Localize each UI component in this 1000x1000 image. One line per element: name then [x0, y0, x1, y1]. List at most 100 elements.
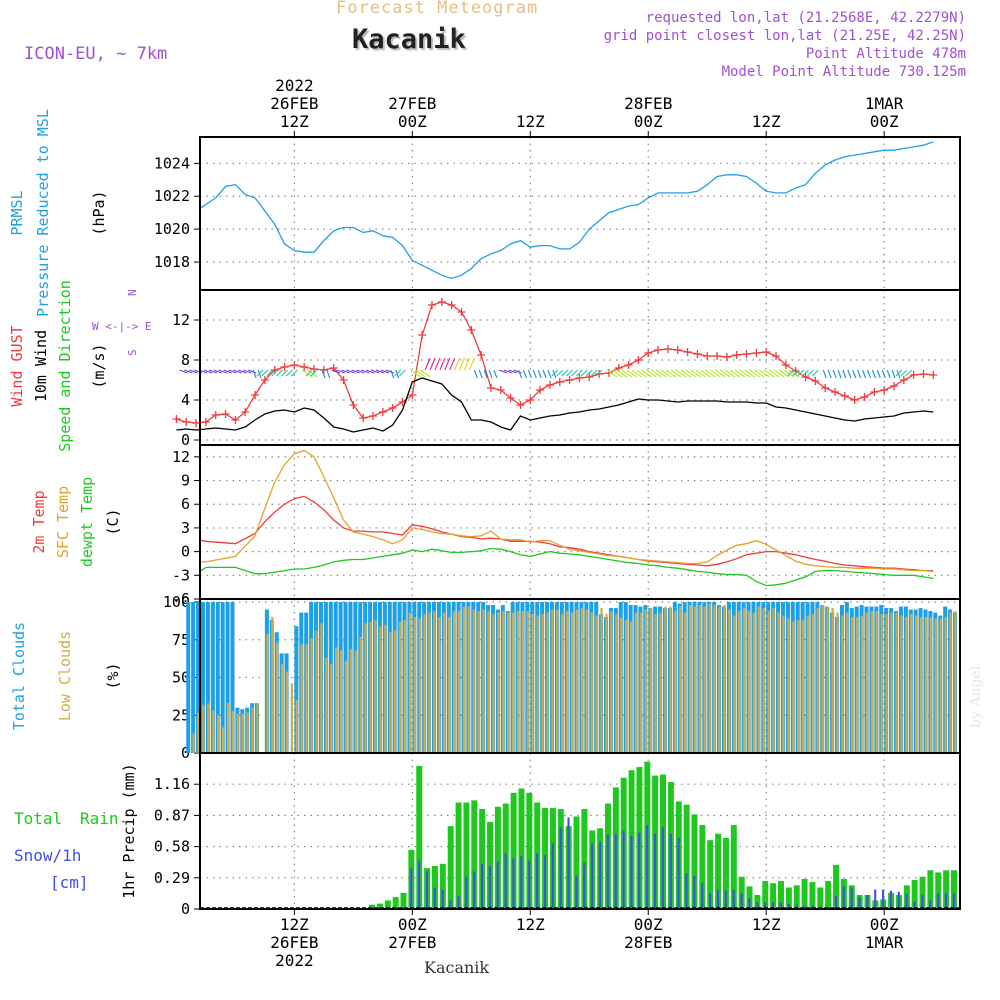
- y-tick-label: 1018: [154, 253, 190, 271]
- wind-direction-arrow: [449, 357, 456, 371]
- y-tick-label: 0: [181, 431, 190, 449]
- low-clouds-bar: [482, 609, 485, 753]
- low-clouds-bar: [787, 618, 790, 753]
- wind-direction-arrow: [561, 369, 569, 377]
- low-clouds-bar: [246, 712, 249, 753]
- low-clouds-bar: [433, 611, 436, 753]
- gust-marker: [378, 408, 387, 416]
- gust-marker: [634, 356, 643, 364]
- total-clouds-bar: [294, 626, 299, 753]
- low-clouds-bar: [551, 609, 554, 753]
- low-clouds-bar: [792, 621, 795, 753]
- pressure-series-line: [200, 141, 934, 280]
- wind-direction-arrow: [518, 369, 523, 379]
- low-clouds-bar: [836, 612, 839, 753]
- top-time-label: 12Z: [516, 112, 545, 131]
- gust-marker: [192, 419, 201, 427]
- top-time-label: 00Z: [634, 112, 663, 131]
- rain-bar: [699, 825, 706, 909]
- y-tick-label: 3: [181, 519, 190, 537]
- low-clouds-bar: [472, 609, 475, 753]
- top-time-label: 12Z: [280, 112, 309, 131]
- wind-direction-arrow: [670, 369, 682, 378]
- snow-bar: [653, 833, 657, 909]
- low-clouds-bar: [797, 620, 800, 753]
- wind-direction-arrow: [606, 369, 618, 378]
- wind-direction-arrow: [281, 369, 288, 377]
- wind-direction-arrow: [768, 369, 780, 378]
- gust-marker: [172, 415, 181, 423]
- snow-bar: [425, 871, 429, 909]
- low-clouds-bar: [659, 612, 662, 753]
- wind-direction-arrow: [616, 369, 628, 378]
- low-clouds-bar: [487, 611, 490, 753]
- low-clouds-bar: [507, 612, 510, 753]
- low-clouds-bar: [492, 614, 495, 753]
- low-clouds-bar: [905, 617, 908, 753]
- low-clouds-bar: [408, 612, 411, 753]
- wind-direction-arrow: [410, 369, 421, 378]
- wind-direction-arrow: [787, 369, 795, 377]
- gust-marker: [211, 411, 220, 419]
- low-clouds-bar: [919, 617, 923, 753]
- snow-bar: [551, 843, 554, 909]
- total-clouds-label: Total Clouds: [10, 622, 28, 730]
- snow-bar: [622, 830, 625, 909]
- wind-direction-arrow: [660, 369, 672, 378]
- gust-marker: [703, 352, 712, 360]
- snow-bar: [646, 825, 649, 909]
- total-clouds-bar: [205, 602, 210, 753]
- snow-bar: [638, 832, 641, 909]
- low-clouds-bar: [856, 617, 859, 753]
- low-clouds-bar: [851, 617, 854, 753]
- low-clouds-bar: [462, 606, 466, 753]
- low-clouds-bar: [949, 612, 952, 753]
- gust-marker: [831, 388, 840, 396]
- low-clouds-bar: [217, 715, 220, 753]
- gust-marker: [772, 352, 781, 360]
- low-clouds-bar: [895, 612, 898, 753]
- dewpt-label: dewpt Temp: [78, 477, 96, 567]
- direction-key-north: N: [126, 289, 139, 296]
- rain-bar: [785, 887, 792, 909]
- y-tick-label: 12: [172, 311, 190, 329]
- low-clouds-bar: [570, 612, 574, 753]
- snow-bar: [630, 835, 633, 909]
- gust-marker: [624, 361, 633, 369]
- wind-direction-arrow: [365, 369, 375, 374]
- snow-bar: [433, 887, 436, 909]
- low-clouds-bar: [924, 617, 928, 753]
- rain-bar: [754, 895, 761, 909]
- wind-direction-arrow: [203, 369, 213, 374]
- gust-marker: [850, 396, 859, 404]
- tsfc-label: SFC Temp: [54, 486, 72, 558]
- wind-direction-arrow: [895, 369, 903, 377]
- rain-bar: [691, 814, 698, 909]
- wind-direction-arrow: [783, 369, 795, 378]
- wind-direction-arrow: [341, 369, 350, 374]
- snow-bar: [803, 905, 806, 909]
- wind-direction-arrow: [424, 357, 431, 371]
- low-clouds-bar: [393, 630, 397, 753]
- wind-direction-arrow: [797, 369, 805, 377]
- temp-unit-label: (C): [104, 508, 122, 535]
- low-clouds-bar: [251, 707, 254, 753]
- panel-frame: [199, 752, 961, 910]
- low-clouds-bar: [639, 612, 642, 753]
- top-time-label: 26FEB: [270, 94, 318, 113]
- wind-direction-arrow: [361, 369, 370, 374]
- gust-marker: [496, 386, 505, 394]
- total-rain-label: Rain: [80, 809, 119, 828]
- low-clouds-bar: [728, 609, 731, 753]
- gust-marker: [477, 351, 486, 359]
- low-clouds-bar: [698, 605, 701, 753]
- wind-direction-arrow: [542, 369, 547, 379]
- low-clouds-bar: [954, 611, 957, 753]
- bottom-time-label: 2022: [275, 951, 314, 970]
- snow-bar: [543, 855, 546, 909]
- wind-direction-arrow: [734, 369, 746, 378]
- low-clouds-bar: [231, 710, 235, 753]
- low-clouds-bar: [428, 612, 431, 753]
- low-clouds-bar: [448, 617, 451, 753]
- wind-direction-arrow: [331, 369, 340, 374]
